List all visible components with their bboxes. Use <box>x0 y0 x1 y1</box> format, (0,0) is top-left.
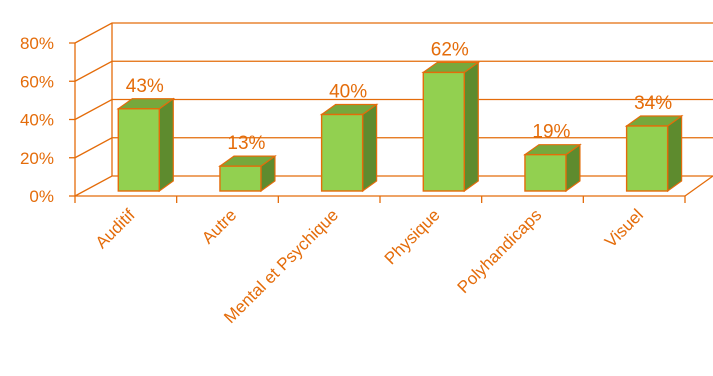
data-label: 34% <box>634 93 672 114</box>
category-label: Polyhandicaps <box>454 205 546 297</box>
data-label: 13% <box>227 133 265 154</box>
gridlines <box>74 22 713 197</box>
gridline <box>74 60 713 82</box>
bar-front <box>320 113 364 192</box>
category-label: Auditif <box>92 205 139 252</box>
bar-front <box>219 165 262 192</box>
data-label: 62% <box>431 39 469 60</box>
bars <box>116 61 684 193</box>
data-labels: 43% 13% 40% 62% 19% 34% <box>126 39 672 154</box>
data-label: 40% <box>329 82 367 103</box>
category-label: Mental et Psychique <box>220 205 342 327</box>
category-label: Autre <box>198 205 240 247</box>
bar <box>218 154 277 193</box>
y-tick-label: 0% <box>29 187 54 206</box>
y-axis-ticks: 0% 20% 40% 60% 80% <box>20 34 54 206</box>
bar-side <box>667 114 683 193</box>
floor-edge <box>684 175 713 197</box>
category-label: Visuel <box>601 205 647 251</box>
bar <box>319 103 379 193</box>
data-label: 43% <box>126 76 164 97</box>
bar-side <box>463 61 479 193</box>
y-tick-label: 80% <box>20 34 54 53</box>
category-label: Physique <box>381 205 444 268</box>
axes <box>69 42 713 203</box>
bar <box>624 114 684 193</box>
bar <box>116 97 176 193</box>
y-tick-label: 40% <box>20 111 54 130</box>
bar-front <box>117 108 160 192</box>
y-tick-label: 20% <box>20 149 54 168</box>
bar <box>523 143 582 193</box>
bar-front <box>625 125 669 192</box>
gridline <box>74 22 713 44</box>
y-tick-label: 60% <box>20 72 54 91</box>
bar-front <box>524 153 567 192</box>
bar-side <box>362 103 378 193</box>
data-label: 19% <box>532 122 570 143</box>
bar-front <box>422 71 465 192</box>
bar <box>421 61 481 193</box>
bar-side <box>158 97 174 193</box>
x-axis-categories: Auditif Autre Mental et Psychique Physiq… <box>92 205 647 327</box>
